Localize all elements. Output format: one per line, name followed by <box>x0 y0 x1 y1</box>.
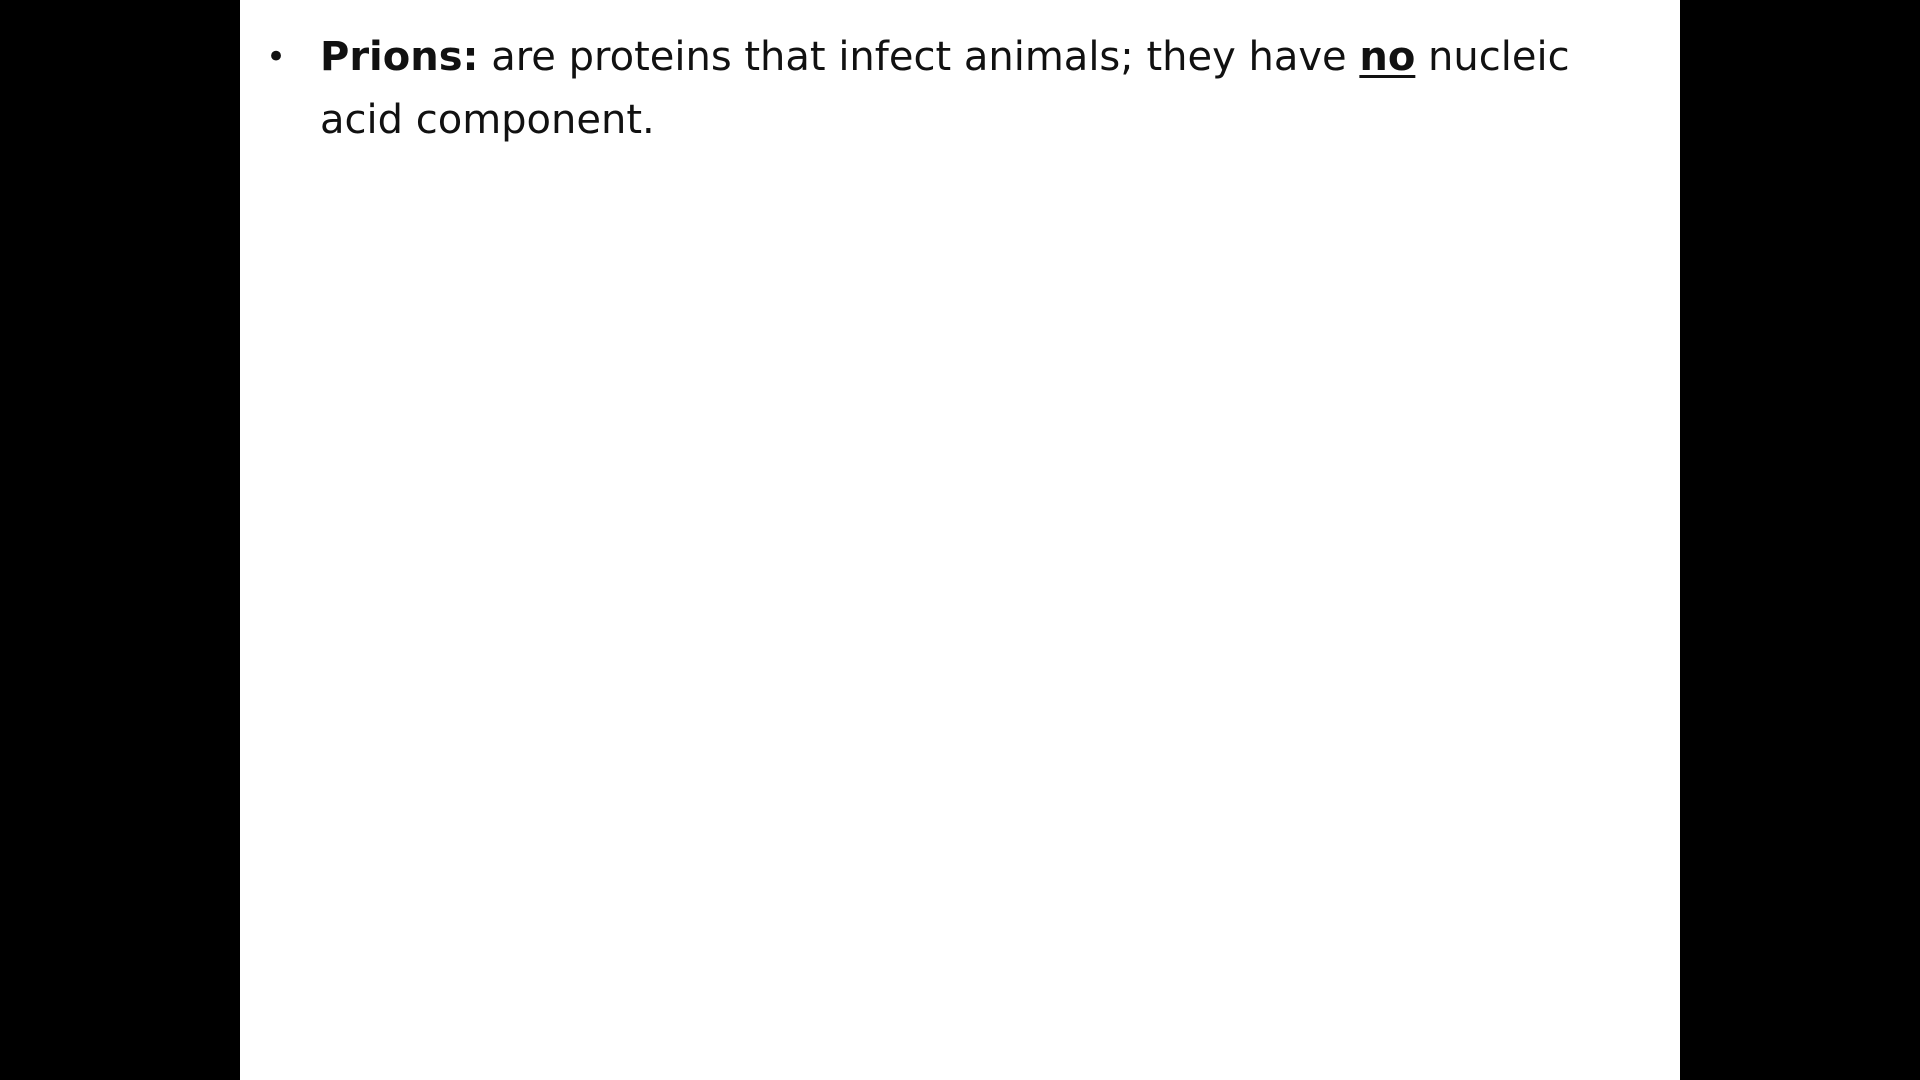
bullet-text-after: nucleic acid component. <box>320 34 1570 143</box>
bullet-marker: • <box>266 37 287 77</box>
presentation-slide: • Prions: are proteins that infect anima… <box>240 0 1680 1080</box>
bullet-term: Prions: <box>320 34 479 80</box>
bullet-emphasis: no <box>1359 34 1416 80</box>
bullet-item: • Prions: are proteins that infect anima… <box>240 26 1680 152</box>
bullet-text-before: are proteins that infect animals; they h… <box>478 34 1360 80</box>
bullet-list: • Prions: are proteins that infect anima… <box>240 26 1680 152</box>
